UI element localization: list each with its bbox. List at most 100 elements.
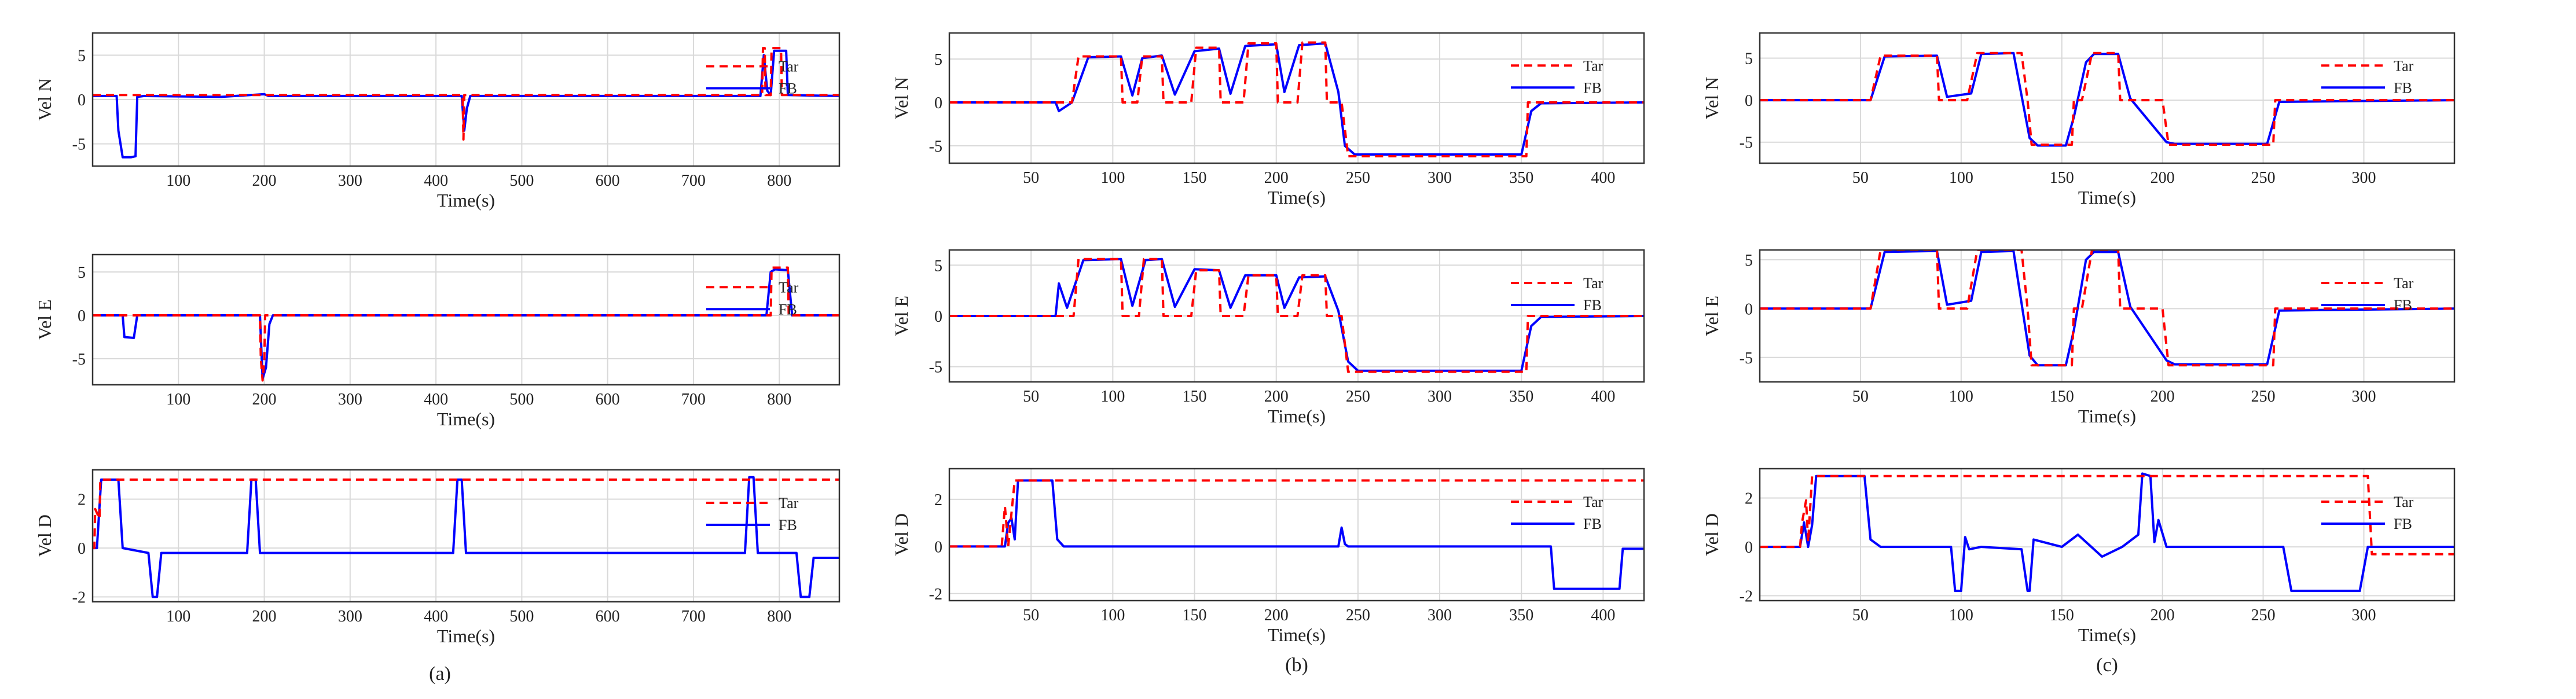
y-tick-label: 0 xyxy=(1745,92,1753,110)
x-tick-label: 600 xyxy=(596,172,620,190)
x-tick-label: 300 xyxy=(2351,606,2376,624)
x-tick-label: 200 xyxy=(2151,169,2175,187)
legend-label-fb: FB xyxy=(779,517,797,534)
y-axis-label: Vel D xyxy=(34,514,55,557)
y-tick-label: 2 xyxy=(934,491,942,509)
x-tick-label: 250 xyxy=(1346,388,1370,406)
axes-frame xyxy=(91,469,841,603)
x-tick-label: 150 xyxy=(2050,606,2074,624)
legend-label-tar: Tar xyxy=(2394,57,2414,74)
x-axis-label: Time(s) xyxy=(437,190,495,211)
x-tick-label: 350 xyxy=(1509,388,1533,406)
x-tick-label: 700 xyxy=(681,172,706,190)
y-tick-label: 0 xyxy=(1745,300,1753,318)
y-tick-label: -2 xyxy=(1740,588,1753,606)
x-tick-label: 150 xyxy=(1183,169,1207,187)
y-tick-label: 5 xyxy=(1745,50,1753,68)
x-tick-label: 100 xyxy=(1100,169,1125,187)
x-axis-label: Time(s) xyxy=(1268,624,1326,645)
x-tick-label: 100 xyxy=(1100,388,1125,406)
axes-frame xyxy=(948,249,1645,383)
legend: Tar FB xyxy=(1511,57,1603,96)
axes-frame xyxy=(948,468,1645,602)
x-tick-label: 300 xyxy=(1428,388,1452,406)
series-line-tar xyxy=(949,479,1644,548)
subplot-9: 50 100 150 200 250 300 2 0 -2 Time(s) Vel D Tar FB xyxy=(1701,468,2456,645)
x-tick-label: 700 xyxy=(681,608,706,626)
legend-label-fb: FB xyxy=(1583,297,1602,314)
y-tick-label: 0 xyxy=(78,91,86,109)
y-tick-label: 5 xyxy=(78,47,86,65)
panel-label-a: (a) xyxy=(429,663,451,685)
x-tick-label: 300 xyxy=(1428,169,1452,187)
legend: Tar FB xyxy=(706,279,799,318)
y-tick-label: 0 xyxy=(78,307,86,325)
x-tick-label: 500 xyxy=(509,391,534,409)
x-tick-label: 400 xyxy=(424,608,448,626)
legend-label-tar: Tar xyxy=(779,279,799,296)
legend: Tar FB xyxy=(1511,275,1603,314)
legend-label-fb: FB xyxy=(779,301,797,318)
series-line-tar xyxy=(93,47,839,141)
y-tick-label: -2 xyxy=(72,589,86,607)
subplot-1: 100 200 300 400 500 600 700 800 5 0 -5 Time(s) Vel N… xyxy=(34,32,841,211)
x-tick-label: 100 xyxy=(166,608,190,626)
x-tick-label: 100 xyxy=(166,391,190,409)
series-line-tar xyxy=(1760,250,2454,367)
x-tick-label: 150 xyxy=(2050,388,2074,406)
series-line-fb xyxy=(949,479,1644,590)
y-tick-label: 0 xyxy=(934,308,942,326)
x-axis-label: Time(s) xyxy=(2078,187,2136,208)
y-axis-label: Vel E xyxy=(34,299,55,340)
y-tick-label: -5 xyxy=(72,136,86,154)
y-tick-label: -5 xyxy=(1740,134,1753,152)
legend-label-fb: FB xyxy=(2394,297,2412,314)
panel-label-c: (c) xyxy=(2096,654,2118,676)
legend: Tar FB xyxy=(706,58,799,97)
x-tick-label: 400 xyxy=(1591,606,1615,624)
x-tick-label: 200 xyxy=(2151,388,2175,406)
series-line-tar xyxy=(949,257,1644,373)
series-line-fb xyxy=(93,268,839,380)
y-tick-label: 5 xyxy=(934,51,942,69)
x-tick-label: 250 xyxy=(1346,169,1370,187)
panel-label-b: (b) xyxy=(1285,654,1308,676)
legend-label-tar: Tar xyxy=(2394,494,2414,510)
series-line-tar xyxy=(93,478,839,550)
x-tick-label: 200 xyxy=(1264,606,1289,624)
x-tick-label: 250 xyxy=(1346,606,1370,624)
legend: Tar FB xyxy=(706,495,799,534)
x-tick-label: 50 xyxy=(1023,169,1039,187)
x-tick-label: 800 xyxy=(767,608,791,626)
x-tick-label: 250 xyxy=(2251,169,2276,187)
x-tick-label: 250 xyxy=(2251,606,2276,624)
x-tick-label: 200 xyxy=(252,391,277,409)
x-tick-label: 300 xyxy=(1428,606,1452,624)
x-tick-label: 150 xyxy=(1183,388,1207,406)
x-axis-label: Time(s) xyxy=(1268,187,1326,208)
x-tick-label: 800 xyxy=(767,391,791,409)
x-tick-label: 600 xyxy=(596,391,620,409)
x-tick-label: 400 xyxy=(1591,388,1615,406)
y-axis-label: Vel E xyxy=(891,296,912,336)
legend-label-tar: Tar xyxy=(779,58,799,75)
y-tick-label: 5 xyxy=(78,264,86,282)
subplot-3: 100 200 300 400 500 600 700 800 2 0 -2 Time(s) Vel D… xyxy=(34,469,841,646)
subplot-2: 100 200 300 400 500 600 700 800 5 0 -5 Time(s) Vel E… xyxy=(34,253,841,429)
x-axis-label: Time(s) xyxy=(437,626,495,646)
series-line-fb xyxy=(1760,250,2454,367)
legend-label-fb: FB xyxy=(2394,516,2412,532)
x-tick-label: 250 xyxy=(2251,388,2276,406)
series-line-tar xyxy=(949,41,1644,157)
y-tick-label: -5 xyxy=(72,351,86,369)
y-tick-label: -2 xyxy=(929,586,942,604)
series-line-fb xyxy=(1760,472,2454,593)
x-tick-label: 100 xyxy=(1949,169,1973,187)
x-tick-label: 600 xyxy=(596,608,620,626)
y-tick-label: 2 xyxy=(1745,490,1753,508)
x-tick-label: 50 xyxy=(1852,388,1869,406)
x-tick-label: 200 xyxy=(252,172,277,190)
axes-frame xyxy=(1759,249,2456,383)
